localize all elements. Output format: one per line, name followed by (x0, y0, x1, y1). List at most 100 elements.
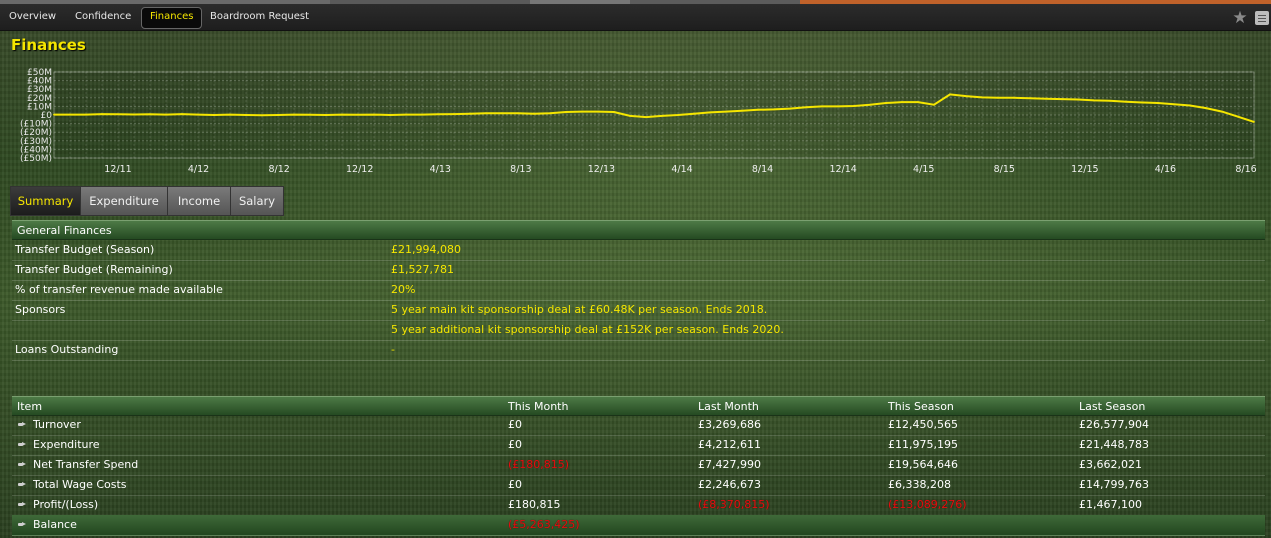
x-tick-label: 4/14 (671, 164, 692, 175)
y-tick-label: £40M (27, 77, 52, 87)
column-header-last-month[interactable]: Last Month (698, 400, 759, 413)
expand-arrow-icon[interactable] (18, 502, 26, 507)
chart-data-point (757, 108, 759, 111)
chart-data-point (933, 103, 935, 106)
row-item-label: Net Transfer Spend (33, 458, 139, 471)
summary-table-header: Item This Month Last Month This Season L… (12, 396, 1265, 416)
chart-data-point (1093, 99, 1095, 102)
chart-data-point (805, 106, 807, 109)
column-header-last-season[interactable]: Last Season (1079, 400, 1146, 413)
table-row[interactable]: Expenditure £0 £4,212,611 £11,975,195 £21,44… (12, 435, 1265, 456)
star-icon[interactable]: ★ (1232, 8, 1248, 28)
chart-data-point (1253, 121, 1255, 123)
expand-arrow-icon[interactable] (18, 462, 26, 467)
chart-data-point (517, 112, 519, 115)
chart-data-point (645, 116, 647, 118)
table-cell: £3,269,686 (698, 418, 761, 431)
finance-row: Transfer Budget (Season) £21,994,080 (12, 240, 1265, 261)
chart-data-point (277, 114, 279, 116)
table-cell: £11,975,195 (888, 438, 958, 451)
chart-data-point (453, 113, 455, 115)
chart-data-point (1173, 103, 1175, 106)
chart-data-point (309, 113, 311, 116)
row-item-label: Expenditure (33, 438, 100, 451)
y-tick-label: (£10M) (20, 120, 52, 130)
chart-data-point (997, 96, 999, 99)
row-item-label: Turnover (33, 418, 81, 431)
row-value[interactable]: 5 year additional kit sponsorship deal a… (391, 323, 784, 336)
chart-data-point (837, 105, 839, 108)
chart-data-point (213, 114, 215, 116)
top-accent-strip (0, 0, 1271, 4)
row-label: Transfer Budget (Season) (15, 243, 155, 256)
row-value[interactable]: 5 year main kit sponsorship deal at £60.… (391, 303, 768, 316)
document-icon[interactable] (1255, 11, 1269, 25)
subtab-salary[interactable]: Salary (230, 186, 284, 216)
finance-row: 5 year additional kit sponsorship deal a… (12, 320, 1265, 341)
chart-data-point (1013, 96, 1015, 99)
chart-data-point (1205, 107, 1207, 109)
chart-data-point (693, 112, 695, 115)
y-tick-label: £50M (27, 68, 52, 78)
chart-data-point (629, 115, 631, 117)
table-cell: £1,467,100 (1079, 498, 1142, 511)
table-cell: £14,799,763 (1079, 478, 1149, 491)
table-row-balance[interactable]: Balance (£5,263,425) (12, 515, 1265, 536)
chart-data-point (741, 109, 743, 112)
table-cell: (£13,089,276) (888, 498, 967, 511)
expand-arrow-icon[interactable] (18, 442, 26, 447)
row-value: - (391, 343, 395, 356)
page-title: Finances (11, 36, 86, 54)
tab-overview[interactable]: Overview (9, 11, 57, 22)
chart-data-point (245, 114, 247, 116)
row-item-label: Total Wage Costs (33, 478, 127, 491)
chart-data-point (117, 113, 119, 116)
chart-data-point (821, 105, 823, 108)
expand-arrow-icon[interactable] (18, 522, 26, 527)
column-header-this-season[interactable]: This Season (888, 400, 954, 413)
chart-data-point (677, 114, 679, 116)
x-tick-label: 12/12 (346, 164, 373, 175)
chart-data-point (53, 113, 55, 116)
finance-row: % of transfer revenue made available 20% (12, 280, 1265, 301)
table-row[interactable]: Profit/(Loss) £180,815 (£8,370,815) (£13,08… (12, 495, 1265, 516)
chart-data-point (133, 113, 135, 116)
chart-data-point (725, 110, 727, 113)
table-cell: £21,448,783 (1079, 438, 1149, 451)
table-row[interactable]: Turnover £0 £3,269,686 £12,450,565 £26,577,9… (12, 415, 1265, 436)
general-finances-header: General Finances (12, 220, 1265, 240)
x-tick-label: 8/13 (510, 164, 531, 175)
expand-arrow-icon[interactable] (18, 422, 26, 427)
subtab-summary[interactable]: Summary (10, 186, 81, 216)
x-tick-label: 8/15 (994, 164, 1015, 175)
table-cell: £26,577,904 (1079, 418, 1149, 431)
chart-data-point (389, 114, 391, 116)
chart-data-point (501, 112, 503, 115)
chart-data-point (197, 113, 199, 116)
chart-data-point (1141, 101, 1143, 104)
column-header-item[interactable]: Item (17, 400, 43, 413)
chart-data-point (1029, 97, 1031, 100)
table-row[interactable]: Net Transfer Spend (£180,815) £7,427,990 £1… (12, 455, 1265, 476)
table-row[interactable]: Total Wage Costs £0 £2,246,673 £6,338,208 £1… (12, 475, 1265, 496)
x-tick-label: 4/15 (913, 164, 934, 175)
chart-data-point (341, 113, 343, 116)
subtab-expenditure[interactable]: Expenditure (80, 186, 168, 216)
tab-finances[interactable]: Finances (141, 7, 203, 29)
table-cell: £7,427,990 (698, 458, 761, 471)
tab-confidence[interactable]: Confidence (75, 11, 132, 22)
subtab-income[interactable]: Income (167, 186, 231, 216)
chart-data-point (565, 111, 567, 113)
table-cell: £0 (508, 438, 522, 451)
tab-boardroom-request[interactable]: Boardroom Request (210, 11, 310, 22)
expand-arrow-icon[interactable] (18, 482, 26, 487)
chart-data-point (373, 113, 375, 116)
chart-data-point (181, 113, 183, 115)
table-cell: £0 (508, 478, 522, 491)
finance-row: Transfer Budget (Remaining) £1,527,781 (12, 260, 1265, 281)
chart-data-point (421, 113, 423, 116)
column-header-this-month[interactable]: This Month (508, 400, 569, 413)
chart-data-point (1221, 110, 1223, 113)
row-label: Sponsors (15, 303, 66, 316)
x-tick-label: 12/14 (829, 164, 856, 175)
